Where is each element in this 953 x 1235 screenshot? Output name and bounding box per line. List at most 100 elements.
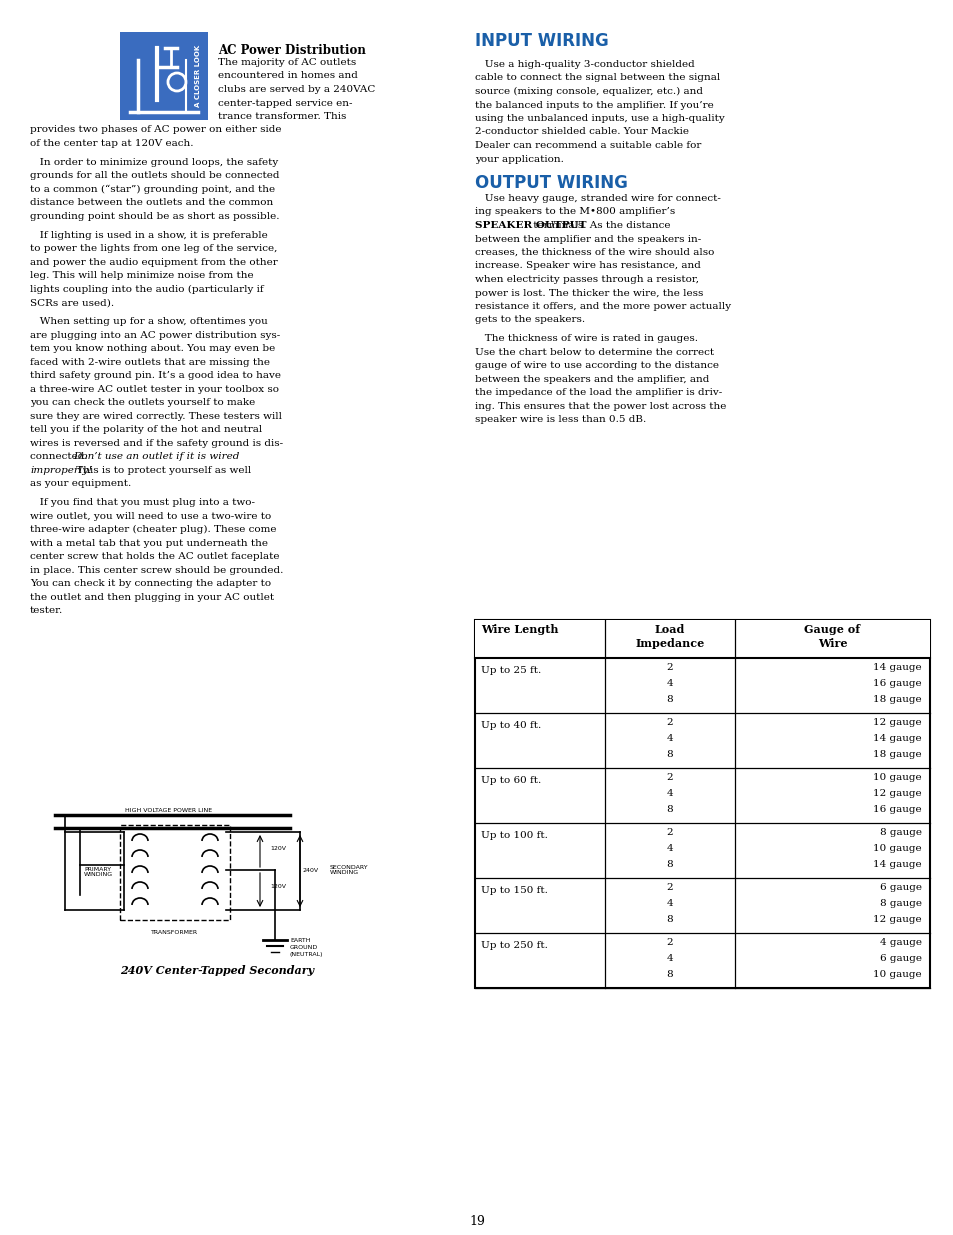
Text: If you find that you must plug into a two-: If you find that you must plug into a tw… <box>30 498 254 508</box>
Text: 4: 4 <box>666 953 673 963</box>
Text: gets to the speakers.: gets to the speakers. <box>475 315 584 325</box>
Text: Use a high-quality 3-conductor shielded: Use a high-quality 3-conductor shielded <box>475 61 694 69</box>
Text: center screw that holds the AC outlet faceplate: center screw that holds the AC outlet fa… <box>30 552 279 561</box>
Text: GROUND: GROUND <box>290 945 318 950</box>
Text: Up to 60 ft.: Up to 60 ft. <box>480 776 540 785</box>
Text: tell you if the polarity of the hot and neutral: tell you if the polarity of the hot and … <box>30 425 262 435</box>
Text: Impedance: Impedance <box>635 638 704 650</box>
Text: you can check the outlets yourself to make: you can check the outlets yourself to ma… <box>30 398 255 408</box>
Text: the impedance of the load the amplifier is driv-: the impedance of the load the amplifier … <box>475 388 721 398</box>
Text: your application.: your application. <box>475 154 563 163</box>
Text: 14 gauge: 14 gauge <box>872 663 921 672</box>
Text: Don’t use an outlet if it is wired: Don’t use an outlet if it is wired <box>72 452 239 461</box>
Bar <box>475 620 929 658</box>
Text: Gauge of: Gauge of <box>803 624 860 635</box>
Text: Up to 100 ft.: Up to 100 ft. <box>480 831 547 840</box>
Text: 4: 4 <box>666 734 673 743</box>
Text: When setting up for a show, oftentimes you: When setting up for a show, oftentimes y… <box>30 317 268 326</box>
Text: third safety ground pin. It’s a good idea to have: third safety ground pin. It’s a good ide… <box>30 372 281 380</box>
Bar <box>475 620 929 988</box>
Text: tem you know nothing about. You may even be: tem you know nothing about. You may even… <box>30 345 275 353</box>
Text: In order to minimize ground loops, the safety: In order to minimize ground loops, the s… <box>30 158 278 167</box>
Text: to a common (“star”) grounding point, and the: to a common (“star”) grounding point, an… <box>30 185 274 194</box>
Text: wires is reversed and if the safety ground is dis-: wires is reversed and if the safety grou… <box>30 438 283 448</box>
Text: creases, the thickness of the wire should also: creases, the thickness of the wire shoul… <box>475 248 714 257</box>
Text: The thickness of wire is rated in gauges.: The thickness of wire is rated in gauges… <box>475 335 698 343</box>
Text: 4: 4 <box>666 789 673 798</box>
Text: SECONDARY
WINDING: SECONDARY WINDING <box>330 864 368 876</box>
Text: A CLOSER LOOK: A CLOSER LOOK <box>194 44 201 107</box>
Text: to power the lights from one leg of the service,: to power the lights from one leg of the … <box>30 245 277 253</box>
Text: Use heavy gauge, stranded wire for connect-: Use heavy gauge, stranded wire for conne… <box>475 194 720 203</box>
Text: lights coupling into the audio (particularly if: lights coupling into the audio (particul… <box>30 285 263 294</box>
Text: Wire: Wire <box>817 638 846 650</box>
Text: 12 gauge: 12 gauge <box>872 915 921 924</box>
Text: This is to protect yourself as well: This is to protect yourself as well <box>72 466 251 474</box>
Text: 4 gauge: 4 gauge <box>879 939 921 947</box>
Text: 12 gauge: 12 gauge <box>872 789 921 798</box>
Text: 8: 8 <box>666 860 673 869</box>
Text: leg. This will help minimize noise from the: leg. This will help minimize noise from … <box>30 272 253 280</box>
Text: source (mixing console, equalizer, etc.) and: source (mixing console, equalizer, etc.)… <box>475 86 702 96</box>
Text: 240V: 240V <box>303 867 319 872</box>
Text: are plugging into an AC power distribution sys-: are plugging into an AC power distributi… <box>30 331 280 340</box>
Text: cable to connect the signal between the signal: cable to connect the signal between the … <box>475 74 720 83</box>
Text: of the center tap at 120V each.: of the center tap at 120V each. <box>30 140 193 148</box>
Text: the balanced inputs to the amplifier. If you’re: the balanced inputs to the amplifier. If… <box>475 100 713 110</box>
Text: SCRs are used).: SCRs are used). <box>30 299 114 308</box>
Text: 12 gauge: 12 gauge <box>872 718 921 727</box>
Text: 2: 2 <box>666 939 673 947</box>
Text: power is lost. The thicker the wire, the less: power is lost. The thicker the wire, the… <box>475 289 702 298</box>
Text: resistance it offers, and the more power actually: resistance it offers, and the more power… <box>475 303 730 311</box>
Text: 6 gauge: 6 gauge <box>879 883 921 892</box>
Text: 10 gauge: 10 gauge <box>872 844 921 853</box>
Text: 18 gauge: 18 gauge <box>872 695 921 704</box>
Text: and power the audio equipment from the other: and power the audio equipment from the o… <box>30 258 277 267</box>
Text: increase. Speaker wire has resistance, and: increase. Speaker wire has resistance, a… <box>475 262 700 270</box>
Text: when electricity passes through a resistor,: when electricity passes through a resist… <box>475 275 699 284</box>
Text: 10 gauge: 10 gauge <box>872 773 921 782</box>
Text: (NEUTRAL): (NEUTRAL) <box>290 952 323 957</box>
Text: between the speakers and the amplifier, and: between the speakers and the amplifier, … <box>475 375 709 384</box>
Text: between the amplifier and the speakers in-: between the amplifier and the speakers i… <box>475 235 700 243</box>
Text: 18 gauge: 18 gauge <box>872 750 921 760</box>
Text: gauge of wire to use according to the distance: gauge of wire to use according to the di… <box>475 362 719 370</box>
Text: 8: 8 <box>666 750 673 760</box>
Text: tester.: tester. <box>30 606 63 615</box>
Text: 14 gauge: 14 gauge <box>872 860 921 869</box>
Text: 2: 2 <box>666 718 673 727</box>
Text: OUTPUT WIRING: OUTPUT WIRING <box>475 174 627 191</box>
Text: 120V: 120V <box>270 884 286 889</box>
Text: trance transformer. This: trance transformer. This <box>218 112 346 121</box>
Text: distance between the outlets and the common: distance between the outlets and the com… <box>30 199 273 207</box>
Text: Up to 40 ft.: Up to 40 ft. <box>480 721 540 730</box>
Text: clubs are served by a 240VAC: clubs are served by a 240VAC <box>218 85 375 94</box>
Text: using the unbalanced inputs, use a high-quality: using the unbalanced inputs, use a high-… <box>475 114 724 124</box>
Text: HIGH VOLTAGE POWER LINE: HIGH VOLTAGE POWER LINE <box>125 808 212 813</box>
Text: terminals. As the distance: terminals. As the distance <box>529 221 669 230</box>
Text: 2-conductor shielded cable. Your Mackie: 2-conductor shielded cable. Your Mackie <box>475 127 688 137</box>
Text: 2: 2 <box>666 827 673 837</box>
Text: in place. This center screw should be grounded.: in place. This center screw should be gr… <box>30 566 283 574</box>
Text: speaker wire is less than 0.5 dB.: speaker wire is less than 0.5 dB. <box>475 415 645 425</box>
Bar <box>120 825 230 920</box>
Text: INPUT WIRING: INPUT WIRING <box>475 32 608 49</box>
Text: If lighting is used in a show, it is preferable: If lighting is used in a show, it is pre… <box>30 231 268 240</box>
Text: faced with 2-wire outlets that are missing the: faced with 2-wire outlets that are missi… <box>30 358 270 367</box>
Text: 2: 2 <box>666 773 673 782</box>
Text: Up to 25 ft.: Up to 25 ft. <box>480 666 540 676</box>
Text: 14 gauge: 14 gauge <box>872 734 921 743</box>
Text: 8: 8 <box>666 695 673 704</box>
Bar <box>120 32 208 120</box>
Text: PRIMARY
WINDING: PRIMARY WINDING <box>83 867 112 877</box>
Text: 19: 19 <box>469 1215 484 1228</box>
Text: 4: 4 <box>666 844 673 853</box>
Text: sure they are wired correctly. These testers will: sure they are wired correctly. These tes… <box>30 411 282 421</box>
Text: The majority of AC outlets: The majority of AC outlets <box>218 58 355 67</box>
Text: Load: Load <box>654 624 684 635</box>
Text: three-wire adapter (cheater plug). These come: three-wire adapter (cheater plug). These… <box>30 525 276 535</box>
Text: the outlet and then plugging in your AC outlet: the outlet and then plugging in your AC … <box>30 593 274 601</box>
Text: 4: 4 <box>666 899 673 908</box>
Text: connected.: connected. <box>30 452 91 461</box>
Text: ing speakers to the M•800 amplifier’s: ing speakers to the M•800 amplifier’s <box>475 207 675 216</box>
